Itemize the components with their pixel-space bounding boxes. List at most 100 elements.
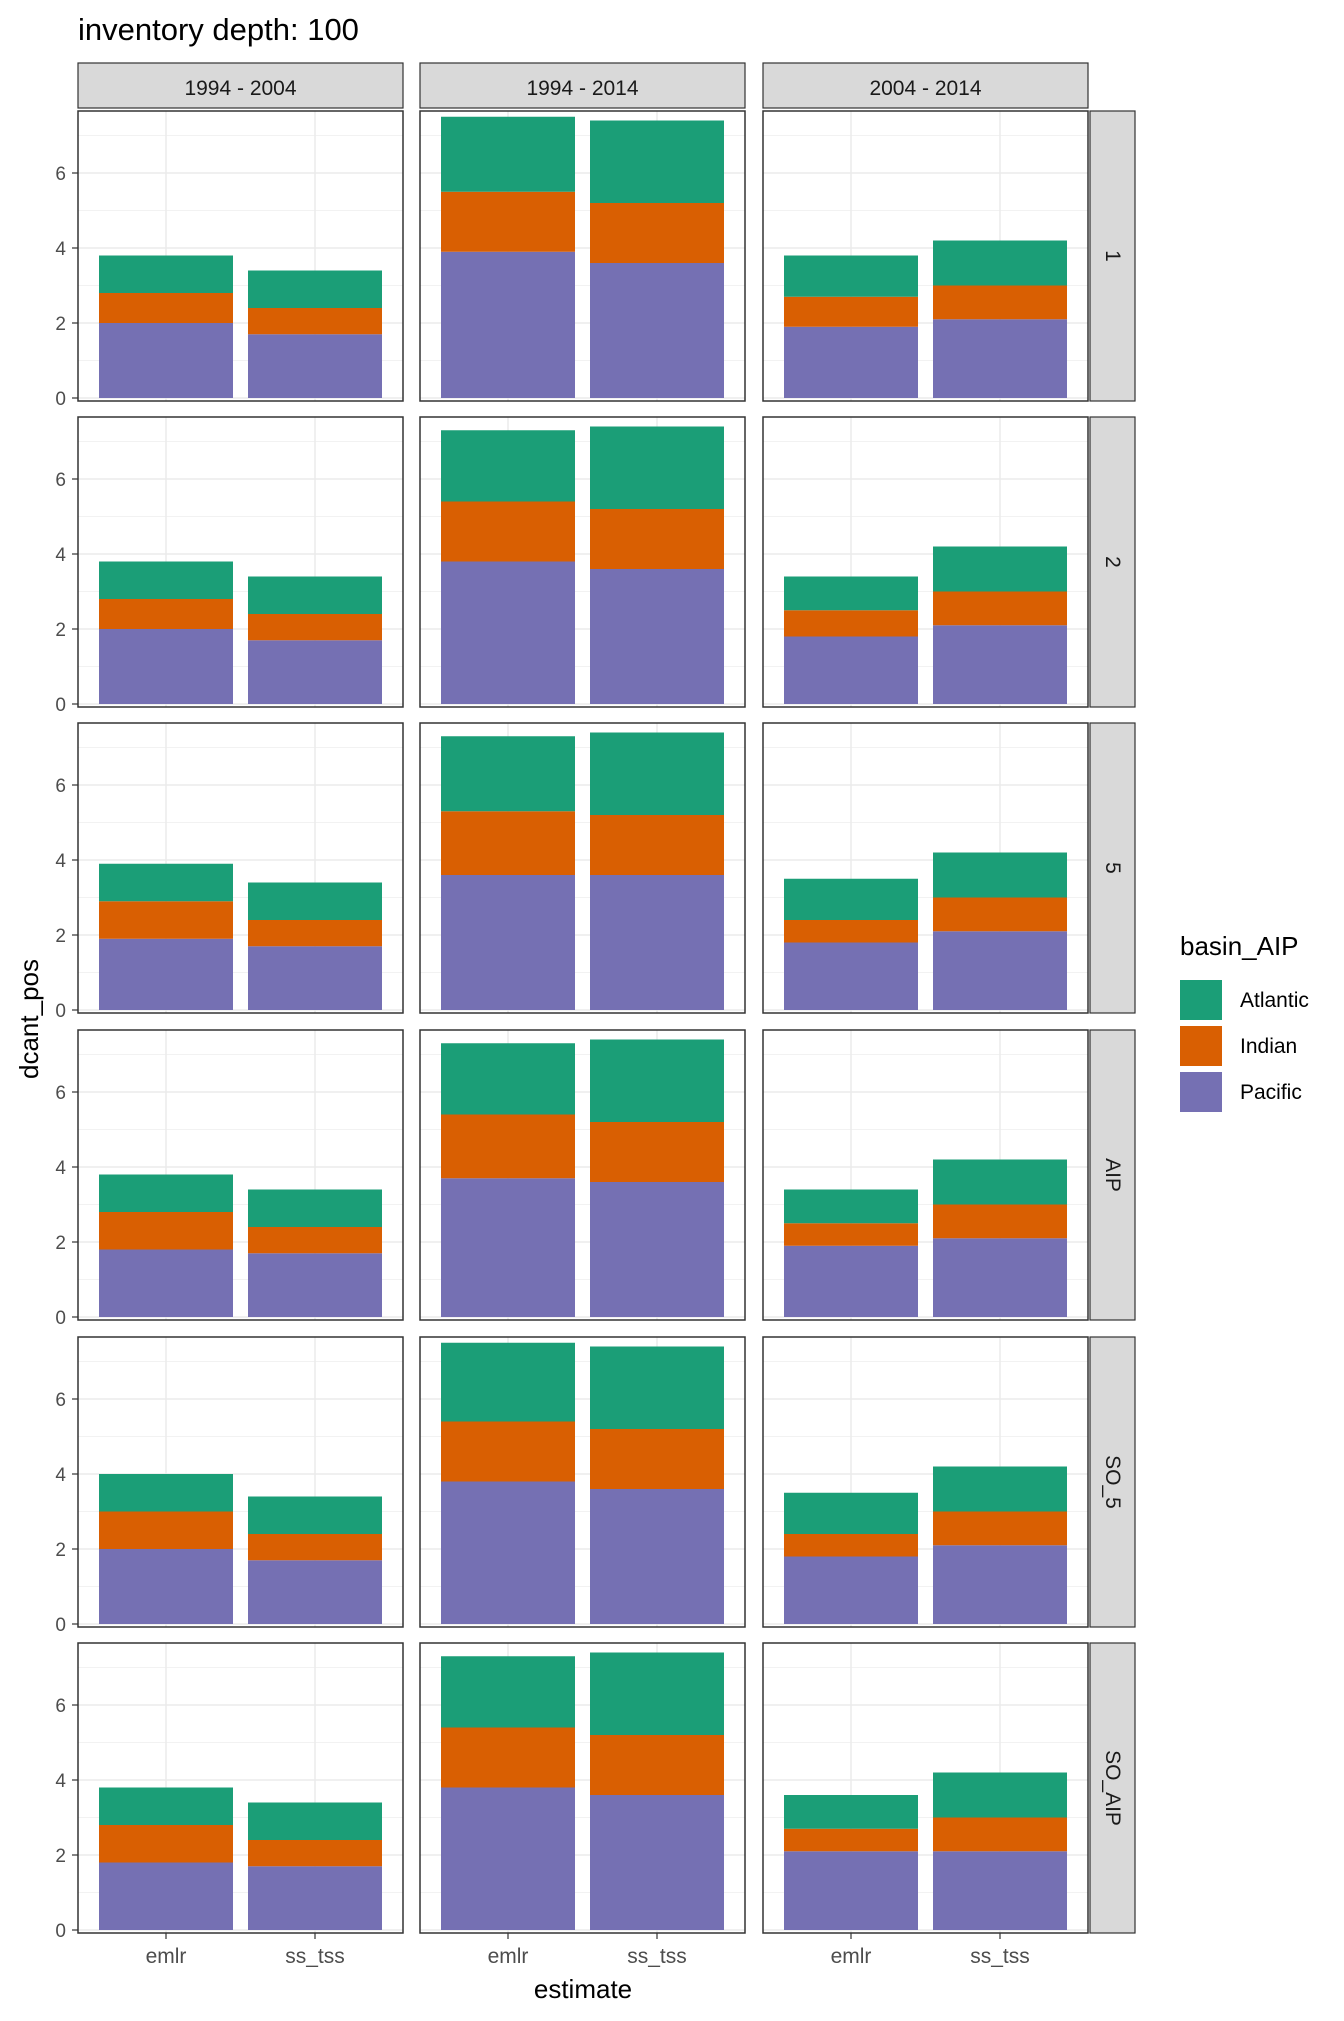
bar-segment-indian — [784, 920, 918, 943]
bar-segment-indian — [441, 1421, 575, 1482]
bar-segment-atlantic — [933, 852, 1067, 898]
bar-segment-atlantic — [590, 426, 724, 509]
y-tick-label: 2 — [55, 314, 66, 335]
panel-border — [419, 722, 746, 1014]
panel — [419, 416, 746, 708]
bar-segment-indian — [784, 1828, 918, 1852]
y-tick-label: 2 — [55, 1540, 66, 1561]
bar-segment-indian — [248, 1534, 382, 1561]
panel-border — [762, 1336, 1089, 1628]
bar-segment-atlantic — [441, 1656, 575, 1728]
bar-segment-pacific — [248, 1560, 382, 1624]
bar-segment-indian — [441, 1727, 575, 1788]
legend: basin_AIP Atlantic Indian Pacific — [1180, 931, 1309, 1112]
bar-segment-pacific — [99, 323, 233, 398]
bar-segment-atlantic — [933, 240, 1067, 286]
x-tick-label: emlr — [146, 1945, 187, 1968]
bar-segment-pacific — [441, 1481, 575, 1624]
bar-segment-indian — [784, 610, 918, 637]
bar-segment-atlantic — [784, 255, 918, 297]
x-tick-label: ss_tss — [285, 1945, 345, 1968]
bar-segment-pacific — [590, 1489, 724, 1624]
bar-segment-indian — [590, 1122, 724, 1182]
bar-segment-indian — [933, 1817, 1067, 1852]
panel — [419, 1642, 746, 1934]
bar-segment-indian — [99, 901, 233, 939]
panel-border — [77, 1029, 404, 1321]
bar-segment-atlantic — [784, 1492, 918, 1534]
bar-segment-pacific — [441, 1787, 575, 1930]
panel-border — [419, 1336, 746, 1628]
bar-segment-pacific — [784, 326, 918, 398]
bar-segment-pacific — [933, 931, 1067, 1010]
bar-segment-indian — [248, 614, 382, 641]
bar-segment-indian — [784, 1534, 918, 1557]
bar-segment-atlantic — [441, 116, 575, 192]
bar-segment-indian — [248, 920, 382, 947]
bar-segment-indian — [933, 1204, 1067, 1239]
panels-layer: 1994 - 2004 1994 - 2014 2004 - 2014 1 2 5 AIP S… — [55, 62, 1136, 1968]
panel-border — [419, 1029, 746, 1321]
y-tick-label: 6 — [55, 164, 66, 185]
bar-segment-atlantic — [784, 1189, 918, 1224]
bar-segment-pacific — [441, 561, 575, 704]
x-tick-label: ss_tss — [627, 1945, 687, 1968]
bar-segment-atlantic — [933, 1772, 1067, 1818]
bar-segment-pacific — [933, 1545, 1067, 1624]
bar-segment-indian — [99, 1212, 233, 1250]
bar-segment-pacific — [99, 629, 233, 704]
row-strip-label: AIP — [1101, 1158, 1124, 1192]
y-tick-label: 2 — [55, 1233, 66, 1254]
bar-segment-pacific — [933, 1851, 1067, 1930]
column-strip — [77, 62, 404, 109]
bar-segment-pacific — [248, 1866, 382, 1930]
bar-segment-pacific — [590, 1795, 724, 1930]
panel — [77, 1336, 404, 1628]
panel — [77, 110, 404, 402]
row-strip — [1089, 1336, 1136, 1628]
bar-segment-atlantic — [933, 1159, 1067, 1205]
bar-segment-indian — [590, 815, 724, 875]
y-tick-label: 6 — [55, 470, 66, 491]
legend-key-indian — [1180, 1026, 1222, 1066]
bar-segment-atlantic — [99, 1174, 233, 1212]
bar-segment-pacific — [99, 1549, 233, 1624]
panel — [77, 1642, 404, 1934]
panel-border — [77, 1642, 404, 1934]
row-strip-label: 2 — [1101, 556, 1124, 568]
bar-segment-indian — [248, 1227, 382, 1254]
bar-segment-atlantic — [784, 576, 918, 611]
bar-segment-indian — [933, 897, 1067, 932]
panel-border — [77, 1336, 404, 1628]
row-strip-label: 5 — [1101, 862, 1124, 874]
panel — [762, 110, 1089, 402]
panel — [419, 110, 746, 402]
bar-segment-pacific — [784, 636, 918, 704]
bar-segment-pacific — [441, 875, 575, 1010]
panel — [762, 1029, 1089, 1321]
bar-segment-atlantic — [590, 120, 724, 203]
y-tick-label: 6 — [55, 1083, 66, 1104]
panel — [762, 1642, 1089, 1934]
panel — [762, 722, 1089, 1014]
bar-segment-indian — [441, 811, 575, 875]
y-tick-label: 2 — [55, 1846, 66, 1867]
bar-segment-atlantic — [933, 546, 1067, 592]
bar-segment-pacific — [441, 1178, 575, 1317]
bar-segment-pacific — [590, 263, 724, 398]
row-strip-label: SO_AIP — [1101, 1750, 1124, 1826]
bar-segment-atlantic — [248, 1496, 382, 1534]
bar-segment-indian — [99, 1511, 233, 1549]
bar-segment-pacific — [590, 875, 724, 1010]
bar-segment-indian — [590, 509, 724, 569]
bar-segment-atlantic — [248, 270, 382, 308]
bar-segment-atlantic — [99, 1474, 233, 1512]
panel — [419, 1029, 746, 1321]
panel-border — [762, 722, 1089, 1014]
panel-border — [77, 416, 404, 708]
y-tick-label: 4 — [55, 1771, 66, 1792]
panel — [419, 722, 746, 1014]
y-tick-label: 0 — [55, 389, 66, 410]
legend-title: basin_AIP — [1180, 931, 1299, 961]
